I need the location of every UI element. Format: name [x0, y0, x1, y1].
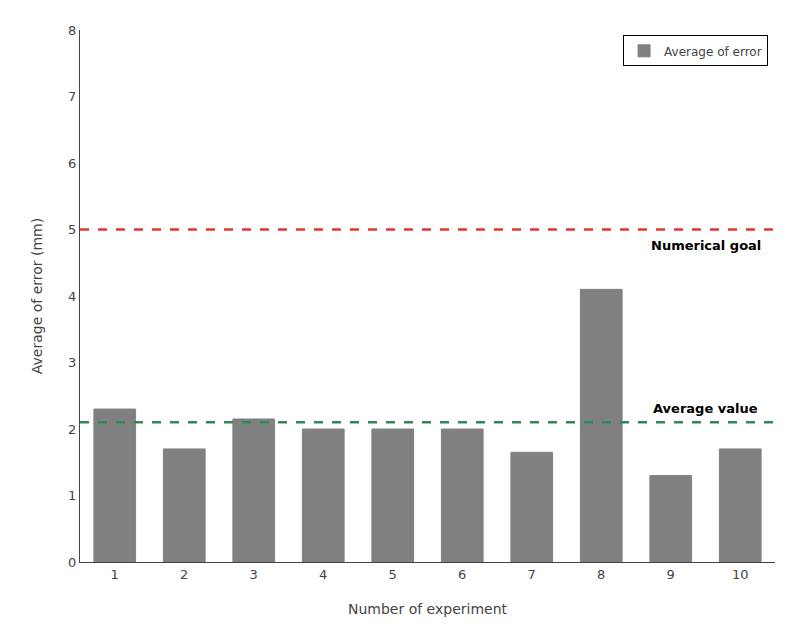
- svg-text:4: 4: [319, 567, 327, 582]
- svg-text:0: 0: [68, 555, 76, 570]
- svg-text:7: 7: [68, 89, 76, 104]
- svg-text:3: 3: [250, 567, 258, 582]
- svg-text:Average of error (mm): Average of error (mm): [29, 218, 45, 374]
- svg-text:6: 6: [68, 156, 76, 171]
- svg-text:6: 6: [458, 567, 466, 582]
- svg-text:4: 4: [68, 289, 76, 304]
- svg-text:2: 2: [180, 567, 188, 582]
- svg-text:1: 1: [68, 488, 76, 503]
- svg-text:1: 1: [111, 567, 119, 582]
- svg-text:3: 3: [68, 355, 76, 370]
- svg-text:Numerical goal: Numerical goal: [651, 238, 761, 253]
- svg-text:9: 9: [667, 567, 675, 582]
- svg-text:8: 8: [597, 567, 605, 582]
- svg-text:5: 5: [389, 567, 397, 582]
- svg-text:5: 5: [68, 222, 76, 237]
- svg-text:7: 7: [528, 567, 536, 582]
- svg-text:Average value: Average value: [653, 401, 758, 416]
- svg-text:10: 10: [732, 567, 749, 582]
- svg-text:8: 8: [68, 23, 76, 38]
- svg-text:Number of experiment: Number of experiment: [348, 601, 508, 617]
- svg-text:Average of error: Average of error: [664, 45, 762, 59]
- svg-text:2: 2: [68, 422, 76, 437]
